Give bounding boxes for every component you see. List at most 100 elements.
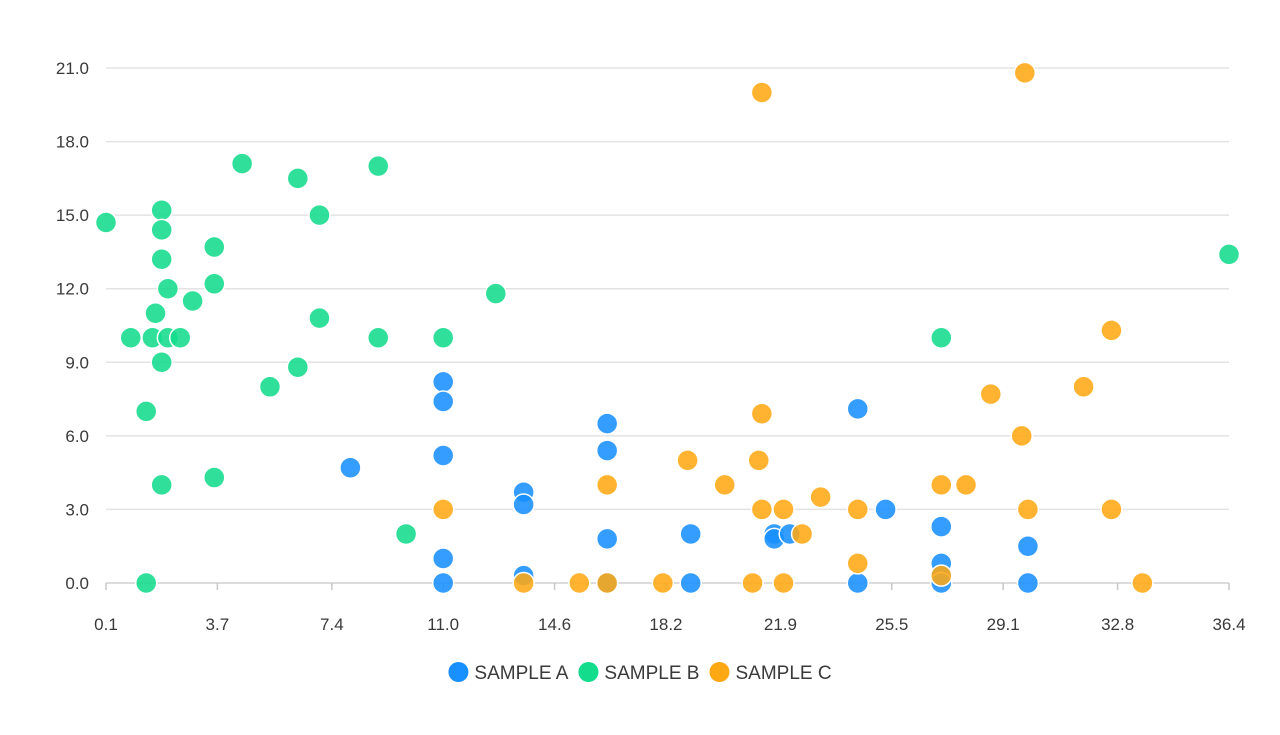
data-point[interactable] — [150, 473, 173, 497]
data-point[interactable] — [203, 466, 226, 489]
data-point[interactable] — [144, 301, 167, 325]
y-tick-label: 3.0 — [65, 500, 89, 519]
data-point[interactable] — [308, 203, 331, 227]
data-point[interactable] — [1016, 498, 1040, 521]
data-point[interactable] — [431, 444, 455, 467]
data-point[interactable] — [809, 485, 832, 509]
y-axis-tick-labels: 0.0 3.0 6.0 9.0 12.0 15.0 18.0 21.0 — [56, 59, 89, 593]
x-tick-label: 18.2 — [649, 615, 682, 634]
data-point[interactable] — [431, 326, 455, 350]
data-point[interactable] — [230, 152, 254, 175]
data-point[interactable] — [168, 326, 192, 350]
data-point[interactable] — [94, 211, 118, 234]
data-point[interactable] — [741, 571, 764, 595]
data-point[interactable] — [1217, 243, 1241, 266]
legend-marker-icon — [448, 662, 469, 682]
data-point[interactable] — [150, 351, 173, 374]
data-point[interactable] — [286, 167, 310, 190]
data-point[interactable] — [431, 370, 455, 394]
data-point[interactable] — [595, 412, 619, 435]
data-point[interactable] — [512, 493, 535, 516]
series-sample-c — [431, 61, 1154, 595]
data-point[interactable] — [181, 289, 204, 313]
data-point[interactable] — [258, 375, 282, 399]
data-point[interactable] — [512, 571, 535, 595]
y-tick-label: 21.0 — [56, 59, 89, 78]
data-point[interactable] — [1100, 319, 1123, 342]
data-point[interactable] — [1013, 61, 1037, 85]
data-point[interactable] — [772, 498, 795, 521]
data-point[interactable] — [286, 355, 310, 379]
data-point[interactable] — [1072, 375, 1095, 399]
data-point[interactable] — [846, 571, 870, 595]
data-point[interactable] — [431, 547, 455, 570]
x-axis-tick-labels: 0.1 3.7 7.4 11.0 14.6 18.2 21.9 25.5 29.1 32.8 36.… — [94, 615, 1245, 634]
x-tick-label: 7.4 — [320, 615, 344, 634]
data-point[interactable] — [595, 473, 619, 497]
data-point[interactable] — [339, 456, 362, 479]
data-point[interactable] — [431, 390, 455, 413]
legend-marker-icon — [578, 662, 599, 682]
legend-item-sample-c[interactable]: SAMPLE C — [709, 662, 832, 684]
data-point[interactable] — [431, 571, 455, 595]
data-point[interactable] — [156, 277, 180, 300]
data-point[interactable] — [846, 498, 870, 521]
data-point[interactable] — [747, 449, 771, 472]
data-point[interactable] — [713, 473, 736, 497]
data-point[interactable] — [595, 439, 619, 462]
data-point[interactable] — [979, 382, 1003, 406]
data-point[interactable] — [134, 400, 158, 423]
data-point[interactable] — [595, 527, 619, 551]
data-point[interactable] — [431, 498, 455, 521]
legend-marker-icon — [709, 662, 730, 682]
data-point[interactable] — [846, 397, 870, 421]
legend-label: SAMPLE B — [604, 663, 699, 684]
data-point[interactable] — [119, 326, 142, 350]
series-sample-a — [339, 370, 1040, 595]
data-point[interactable] — [772, 571, 795, 595]
legend[interactable]: SAMPLE A SAMPLE B SAMPLE C — [448, 662, 832, 684]
data-point[interactable] — [366, 154, 390, 178]
data-point[interactable] — [930, 326, 953, 350]
data-point[interactable] — [150, 248, 173, 271]
legend-item-sample-a[interactable]: SAMPLE A — [448, 662, 569, 684]
data-point[interactable] — [651, 571, 675, 595]
x-tick-label: 32.8 — [1101, 615, 1134, 634]
data-point[interactable] — [1131, 571, 1154, 595]
data-point[interactable] — [203, 235, 226, 259]
data-point[interactable] — [203, 272, 226, 296]
data-point[interactable] — [568, 571, 591, 595]
data-point[interactable] — [1100, 498, 1123, 521]
data-point[interactable] — [750, 402, 774, 426]
data-point[interactable] — [954, 473, 978, 497]
data-point[interactable] — [484, 282, 508, 305]
data-point[interactable] — [930, 473, 953, 497]
data-point[interactable] — [150, 218, 173, 242]
data-point[interactable] — [394, 522, 418, 546]
legend-item-sample-b[interactable]: SAMPLE B — [578, 662, 699, 684]
data-point[interactable] — [930, 515, 953, 538]
data-point[interactable] — [134, 571, 158, 595]
data-point[interactable] — [679, 522, 702, 546]
data-point[interactable] — [790, 522, 814, 546]
data-point[interactable] — [679, 571, 702, 595]
data-point[interactable] — [750, 81, 774, 104]
y-tick-label: 15.0 — [56, 206, 89, 225]
data-point[interactable] — [846, 552, 870, 575]
data-point[interactable] — [874, 498, 897, 521]
grid-lines — [106, 67, 1229, 511]
y-tick-label: 6.0 — [65, 427, 89, 446]
data-point[interactable] — [150, 198, 173, 222]
data-point[interactable] — [1016, 534, 1040, 558]
data-point[interactable] — [1016, 571, 1040, 595]
data-point[interactable] — [595, 571, 619, 595]
y-tick-label: 9.0 — [65, 353, 89, 372]
x-tick-label: 0.1 — [94, 615, 118, 634]
data-point[interactable] — [676, 449, 699, 472]
data-point[interactable] — [1010, 424, 1033, 448]
data-point[interactable] — [750, 498, 774, 521]
x-tick-label: 36.4 — [1212, 615, 1245, 634]
data-point[interactable] — [308, 306, 331, 330]
data-point[interactable] — [930, 564, 953, 587]
data-point[interactable] — [366, 326, 390, 350]
